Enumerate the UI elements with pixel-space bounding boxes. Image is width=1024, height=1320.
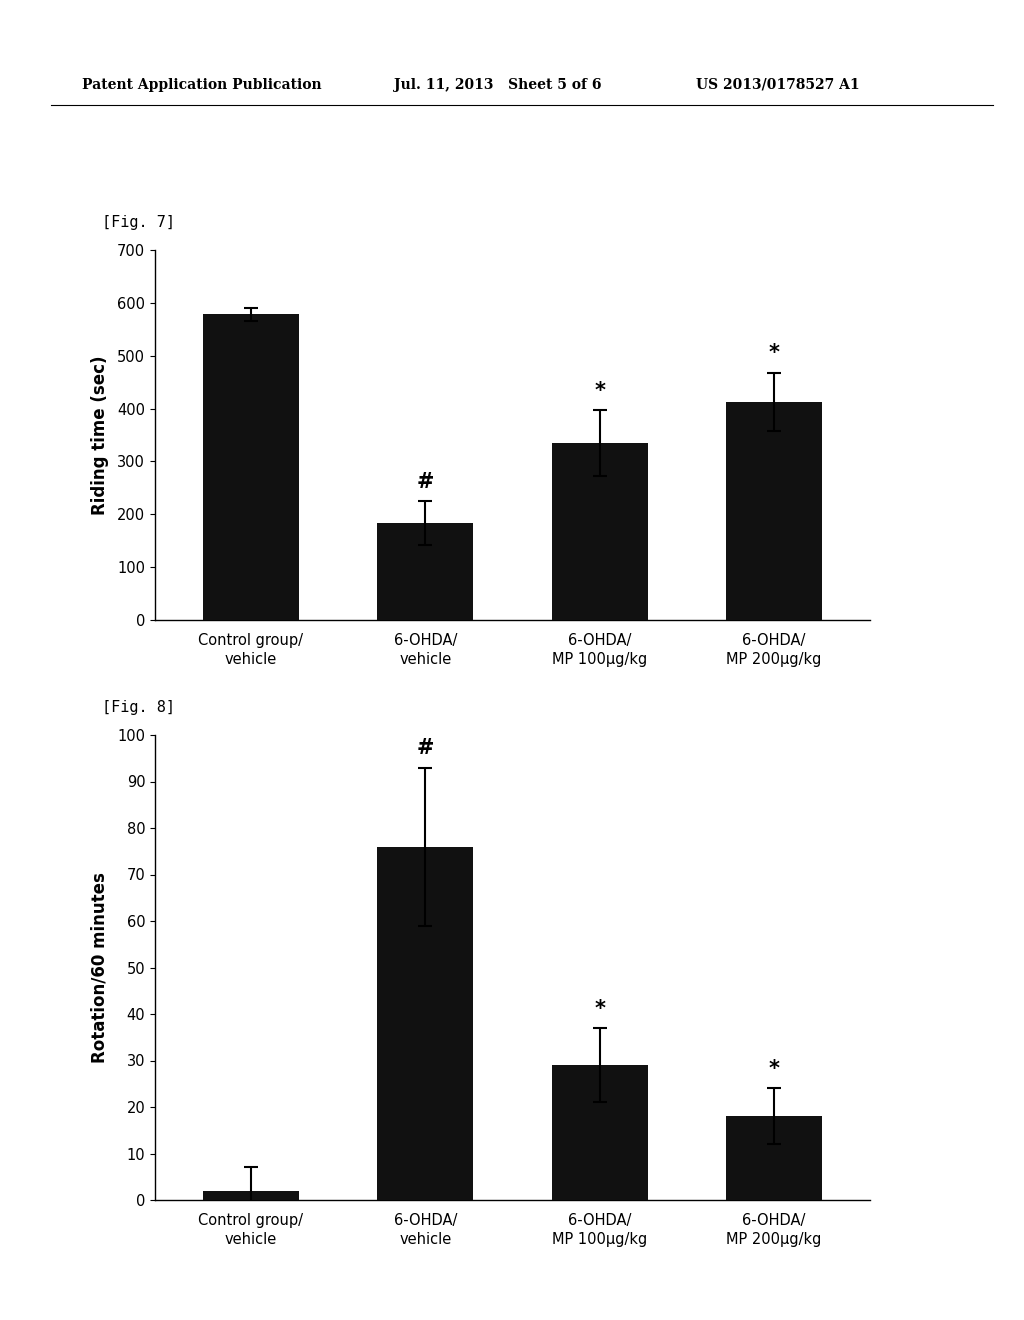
Text: Patent Application Publication: Patent Application Publication bbox=[82, 78, 322, 92]
Bar bbox=[378, 846, 473, 1200]
Text: *: * bbox=[769, 343, 779, 363]
Y-axis label: Rotation/60 minutes: Rotation/60 minutes bbox=[91, 873, 109, 1063]
Bar bbox=[203, 314, 299, 620]
Text: US 2013/0178527 A1: US 2013/0178527 A1 bbox=[696, 78, 860, 92]
Y-axis label: Riding time (sec): Riding time (sec) bbox=[91, 355, 109, 515]
Text: *: * bbox=[594, 380, 605, 401]
Bar bbox=[203, 1191, 299, 1200]
Bar bbox=[552, 1065, 647, 1200]
Bar bbox=[552, 444, 647, 620]
Text: *: * bbox=[594, 999, 605, 1019]
Text: [Fig. 7]: [Fig. 7] bbox=[102, 215, 175, 230]
Bar bbox=[726, 1117, 822, 1200]
Text: #: # bbox=[417, 738, 434, 758]
Text: [Fig. 8]: [Fig. 8] bbox=[102, 700, 175, 715]
Text: Jul. 11, 2013   Sheet 5 of 6: Jul. 11, 2013 Sheet 5 of 6 bbox=[394, 78, 602, 92]
Bar bbox=[378, 523, 473, 620]
Text: #: # bbox=[417, 471, 434, 491]
Bar bbox=[726, 401, 822, 620]
Text: *: * bbox=[769, 1059, 779, 1080]
